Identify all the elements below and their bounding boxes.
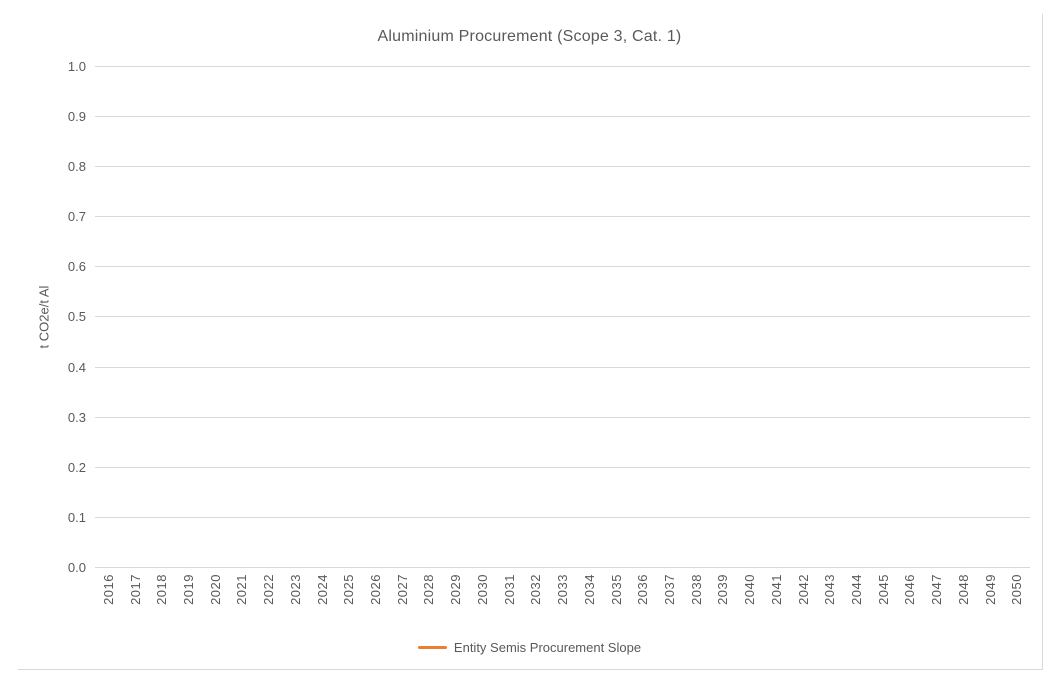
x-axis-tick: 2040 [736,574,763,605]
x-axis-tick: 2049 [977,574,1004,605]
gridline [95,516,1030,518]
x-axis-tick-label: 2031 [501,574,517,605]
chart-legend: Entity Semis Procurement Slope [0,640,1059,655]
x-axis-tick-label: 2017 [127,574,143,605]
x-axis-tick: 2016 [95,574,122,605]
x-axis-tick: 2043 [816,574,843,605]
x-axis-tick-label: 2023 [287,574,303,605]
x-axis-tick: 2048 [950,574,977,605]
x-axis-tick: 2028 [416,574,443,605]
x-axis-tick-label: 2048 [955,574,971,605]
x-axis-tick-label: 2036 [635,574,651,605]
x-axis-tick: 2033 [549,574,576,605]
gridline [95,366,1030,368]
x-axis-tick-label: 2034 [581,574,597,605]
x-axis-tick: 2017 [122,574,149,605]
horizontal-gridlines [95,66,1030,568]
x-axis-tick-label: 2020 [207,574,223,605]
gridline [95,116,1030,118]
x-axis-tick: 2031 [496,574,523,605]
x-axis-tick: 2032 [523,574,550,605]
gridline [95,266,1030,268]
x-axis-tick-label: 2044 [848,574,864,605]
legend-line-marker [417,646,447,649]
x-axis-tick: 2038 [683,574,710,605]
x-axis-tick: 2026 [362,574,389,605]
y-axis-title: t CO2e/t Al [36,285,52,349]
x-axis-tick-label: 2030 [474,574,490,605]
x-axis-tick-label: 2018 [154,574,170,605]
x-axis-tick: 2042 [790,574,817,605]
x-axis-tick-label: 2032 [528,574,544,605]
gridline [95,216,1030,218]
gridline [95,416,1030,418]
x-axis-tick-label: 2033 [555,574,571,605]
x-axis-tick: 2046 [897,574,924,605]
gridline [95,66,1030,67]
plot-area [95,66,1030,568]
x-axis-tick-label: 2026 [368,574,384,605]
x-axis-tick-label: 2049 [982,574,998,605]
x-axis-tick: 2027 [389,574,416,605]
x-axis-tick: 2018 [148,574,175,605]
x-axis-tick: 2030 [469,574,496,605]
x-axis-tick-label: 2043 [822,574,838,605]
x-axis-tick: 2019 [175,574,202,605]
x-axis-tick: 2035 [603,574,630,605]
x-axis-tick-label: 2040 [742,574,758,605]
x-axis-tick-label: 2025 [341,574,357,605]
x-axis-tick-label: 2027 [394,574,410,605]
x-axis-tick-label: 2021 [234,574,250,605]
gridline [95,316,1030,318]
x-axis-tick-label: 2046 [902,574,918,605]
x-axis-tick: 2050 [1003,574,1030,605]
x-axis-tick-label: 2035 [608,574,624,605]
x-axis-tick-label: 2047 [929,574,945,605]
x-axis-tick: 2020 [202,574,229,605]
chart-frame-bottom-border [18,669,1043,670]
gridline [95,166,1030,168]
x-axis-tick-label: 2022 [261,574,277,605]
gridline [95,466,1030,468]
x-axis-tick: 2034 [576,574,603,605]
x-axis-tick-label: 2037 [661,574,677,605]
x-axis-tick-labels: 2016 2017 2018 2019 2020 2021 2022 [95,574,1030,605]
x-axis-tick: 2021 [229,574,256,605]
chart-title: Aluminium Procurement (Scope 3, Cat. 1) [377,28,682,45]
gridline [95,566,1030,568]
x-axis-tick: 2041 [763,574,790,605]
x-axis-tick: 2045 [870,574,897,605]
x-axis-tick-label: 2045 [875,574,891,605]
x-axis-tick: 2037 [656,574,683,605]
x-axis-tick-label: 2042 [795,574,811,605]
legend-series-label: Entity Semis Procurement Slope [453,640,642,655]
x-axis-tick-label: 2050 [1009,574,1025,605]
chart-frame-right-border [1042,14,1043,669]
x-axis-tick: 2025 [335,574,362,605]
x-axis-tick-label: 2038 [688,574,704,605]
x-axis-tick: 2023 [282,574,309,605]
x-axis-tick: 2044 [843,574,870,605]
x-axis-tick: 2024 [309,574,336,605]
x-axis-tick-label: 2019 [181,574,197,605]
x-axis-tick-label: 2029 [448,574,464,605]
y-axis-tick-labels: 1.0 0.9 0.8 0.7 0.6 0.5 0.4 0.3 0.2 0.1 … [67,58,86,576]
x-axis-tick-label: 2041 [768,574,784,605]
x-axis-tick: 2022 [255,574,282,605]
x-axis-tick: 2047 [923,574,950,605]
x-axis-tick-label: 2039 [715,574,731,605]
x-axis-tick: 2039 [710,574,737,605]
x-axis-tick-label: 2016 [100,574,116,605]
x-axis-tick: 2036 [629,574,656,605]
x-axis-tick-label: 2028 [421,574,437,605]
x-axis-tick: 2029 [442,574,469,605]
x-axis-tick-label: 2024 [314,574,330,605]
